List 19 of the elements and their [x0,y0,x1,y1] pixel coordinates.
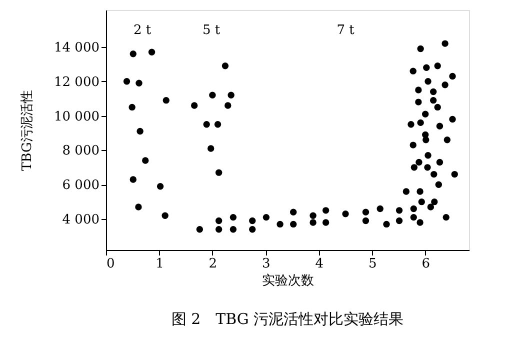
x-tick-label: 5 [368,256,377,272]
x-tick-label: 3 [262,256,270,272]
y-axis-title: TBG污泥活性 [20,90,36,171]
annotation: 7 t [336,23,356,38]
x-tick-label: 4 [315,256,324,272]
x-axis-title: 实验次数 [262,274,314,288]
x-tick-label: 1 [156,256,164,272]
x-tick-label: 6 [422,256,430,272]
x-tick-label: 0 [106,256,115,272]
y-tick-label: 14 000 [54,40,100,56]
y-tick-label: 8 000 [62,144,100,159]
text: 图 2 TBG 污泥活性对比实验结果 [171,310,404,328]
x-tick-label: 2 [208,256,218,272]
annotation: 5 t [202,23,221,38]
annotation: 2 t [133,23,152,38]
y-tick-label: 10 000 [54,109,100,124]
y-tick-label: 6 000 [62,178,100,194]
y-tick-label: 12 000 [54,74,100,90]
y-tick-label: 4 000 [62,212,100,228]
